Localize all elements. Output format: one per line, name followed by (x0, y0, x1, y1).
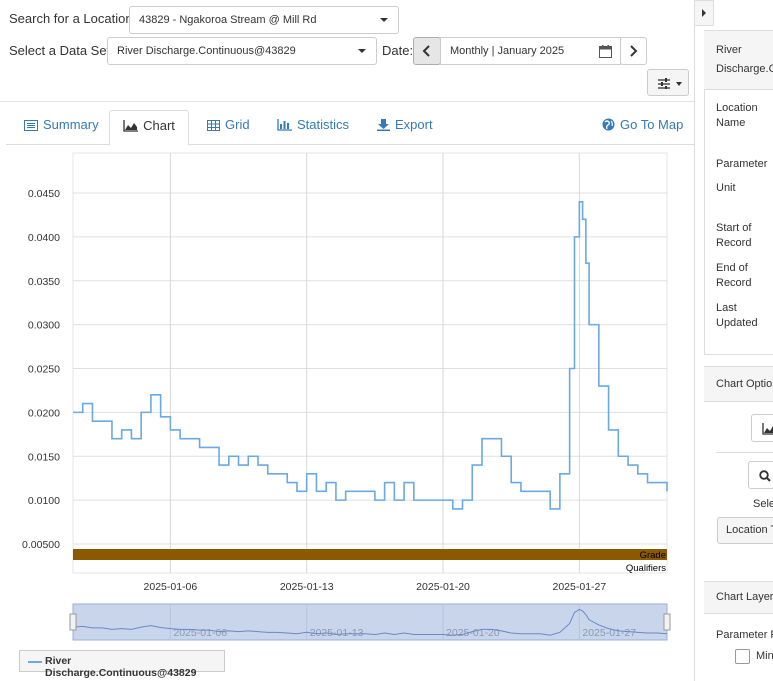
x-tick-label: 2025-01-27 (553, 581, 607, 593)
y-tick-label: 0.0300 (28, 320, 60, 332)
navigator-tick-label: 2025-01-06 (173, 627, 227, 639)
search-location-label: Search for a Location: (9, 11, 137, 26)
sidebar-divider (694, 0, 695, 681)
tab-grid-label: Grid (225, 117, 250, 132)
search-icon (759, 470, 771, 482)
date-label: Date: (382, 43, 414, 58)
chart-legend[interactable]: River Discharge.Continuous@43829 (19, 650, 225, 679)
info-panel-title: River Discharge.Co (704, 30, 773, 90)
navigator-handle-left (69, 613, 77, 631)
date-next-button[interactable] (620, 37, 647, 65)
y-tick-label: 0.0250 (28, 364, 60, 376)
table-icon (207, 120, 220, 131)
chart-type-button[interactable] (751, 414, 773, 442)
location-type-label: Location T (726, 524, 773, 536)
grade-bar (73, 549, 667, 560)
caret-down-icon (676, 82, 682, 86)
dataset-select[interactable]: River Discharge.Continuous@43829 (107, 37, 377, 65)
dataset-value: River Discharge.Continuous@43829 (117, 45, 296, 57)
x-tick-label: 2025-01-20 (416, 581, 470, 593)
tabs-baseline (6, 144, 694, 145)
chevron-left-icon (422, 45, 430, 57)
field-start-of-record: Start of Record (716, 222, 752, 249)
caret-right-icon (702, 9, 706, 17)
search-location-value: 43829 - Ngakoroa Stream @ Mill Rd (139, 14, 317, 26)
section-divider (0, 101, 694, 102)
field-location-name: Location Name (716, 102, 758, 129)
location-type-button[interactable]: Location T (717, 517, 773, 544)
tab-export-label: Export (395, 117, 433, 132)
legend-swatch (28, 661, 42, 663)
select-label: Selec (753, 498, 773, 510)
chevron-down-icon (358, 49, 366, 53)
chart-options-title: Chart Option (704, 366, 773, 402)
tab-chart-label: Chart (143, 118, 175, 133)
calendar-icon (599, 45, 612, 58)
chart-layers-title: Chart Layers (704, 581, 773, 614)
globe-icon (602, 118, 615, 131)
y-tick-label: 0.0150 (28, 451, 60, 463)
field-last-updated: Last Updated (716, 302, 758, 329)
bar-chart-icon (277, 119, 292, 131)
area-chart-icon (123, 120, 139, 132)
legend-label: River Discharge.Continuous@43829 (45, 655, 197, 679)
date-range-value: Monthly | January 2025 (450, 45, 565, 57)
y-tick-label: 0.0450 (28, 188, 60, 200)
plot-area (72, 152, 668, 574)
series-line (73, 200, 668, 510)
area-chart-icon (762, 423, 773, 435)
chevron-right-icon (630, 45, 638, 57)
date-prev-button[interactable] (413, 37, 441, 65)
field-unit: Unit (716, 182, 736, 194)
field-end-of-record: End of Record (716, 262, 752, 289)
options-divider (716, 452, 773, 453)
field-parameter: Parameter (716, 158, 768, 170)
parameter-layer-label: Parameter R (716, 629, 773, 641)
tab-grid[interactable]: Grid (197, 110, 260, 144)
tab-summary[interactable]: Summary (14, 110, 109, 144)
tab-statistics[interactable]: Statistics (267, 110, 359, 144)
list-icon (24, 120, 38, 131)
tab-summary-label: Summary (43, 117, 99, 132)
navigator-tick-label: 2025-01-20 (446, 627, 500, 639)
download-icon (377, 119, 390, 131)
discharge-chart: 0.00500 0.0100 0.0150 0.0200 0.0250 0.0300 0.0… (22, 152, 671, 641)
min-checkbox[interactable] (735, 649, 750, 664)
navigator-series (72, 608, 668, 636)
x-tick-label: 2025-01-13 (280, 581, 334, 593)
grade-label: Grade (640, 550, 666, 561)
navigator-handle-right (663, 613, 671, 631)
qualifiers-label: Qualifiers (626, 563, 666, 574)
y-tick-label: 0.0400 (28, 232, 60, 244)
dataset-label: Select a Data Set: (9, 43, 114, 58)
y-tick-label: 0.0200 (28, 407, 60, 419)
y-tick-label: 0.0350 (28, 276, 60, 288)
chevron-down-icon (380, 18, 388, 22)
zoom-button[interactable] (748, 461, 773, 489)
tab-chart[interactable]: Chart (109, 110, 189, 146)
sidebar-toggle-button[interactable] (694, 0, 714, 26)
goto-map-link[interactable]: Go To Map (592, 110, 693, 144)
x-tick-label: 2025-01-06 (144, 581, 198, 593)
tab-statistics-label: Statistics (297, 117, 350, 132)
date-range-input[interactable]: Monthly | January 2025 (440, 37, 621, 65)
y-tick-label: 0.00500 (22, 539, 60, 551)
y-tick-label: 0.0100 (28, 495, 60, 507)
tab-export[interactable]: Export (367, 110, 443, 144)
navigator-tick-label: 2025-01-13 (310, 627, 364, 639)
min-label: Min (756, 650, 773, 662)
settings-dropdown-button[interactable] (647, 69, 689, 96)
sliders-icon (658, 78, 670, 89)
navigator-tick-label: 2025-01-27 (582, 627, 636, 639)
search-location-select[interactable]: 43829 - Ngakoroa Stream @ Mill Rd (129, 6, 399, 34)
goto-map-label: Go To Map (620, 117, 684, 132)
